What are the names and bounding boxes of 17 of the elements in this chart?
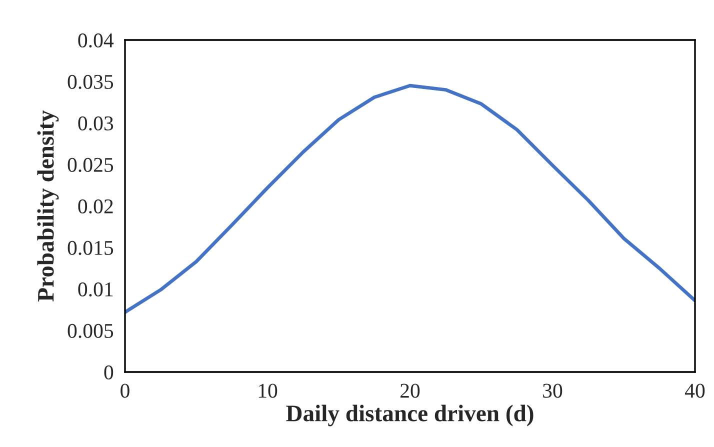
y-tick-label: 0.02 (78, 199, 113, 214)
y-axis-title: Probability density (37, 110, 59, 302)
x-tick-label: 0 (120, 384, 130, 398)
y-tick-label: 0 (104, 365, 114, 380)
y-tick-label: 0.035 (68, 74, 114, 90)
x-tick-label: 30 (543, 384, 562, 398)
y-tick-label: 0.04 (78, 33, 114, 48)
x-tick-label: 10 (258, 384, 278, 398)
x-tick-label: 40 (684, 384, 705, 398)
y-tick-label: 0.03 (78, 116, 114, 131)
y-tick-label: 0.015 (68, 240, 114, 256)
x-axis-title: Daily distance driven (d) (286, 404, 534, 426)
y-tick-label: 0.005 (68, 324, 114, 338)
line-series (125, 84, 695, 314)
y-tick-label: 0.01 (78, 282, 113, 297)
y-tick-label: 0.025 (68, 158, 114, 172)
x-tick-label: 20 (400, 384, 420, 398)
